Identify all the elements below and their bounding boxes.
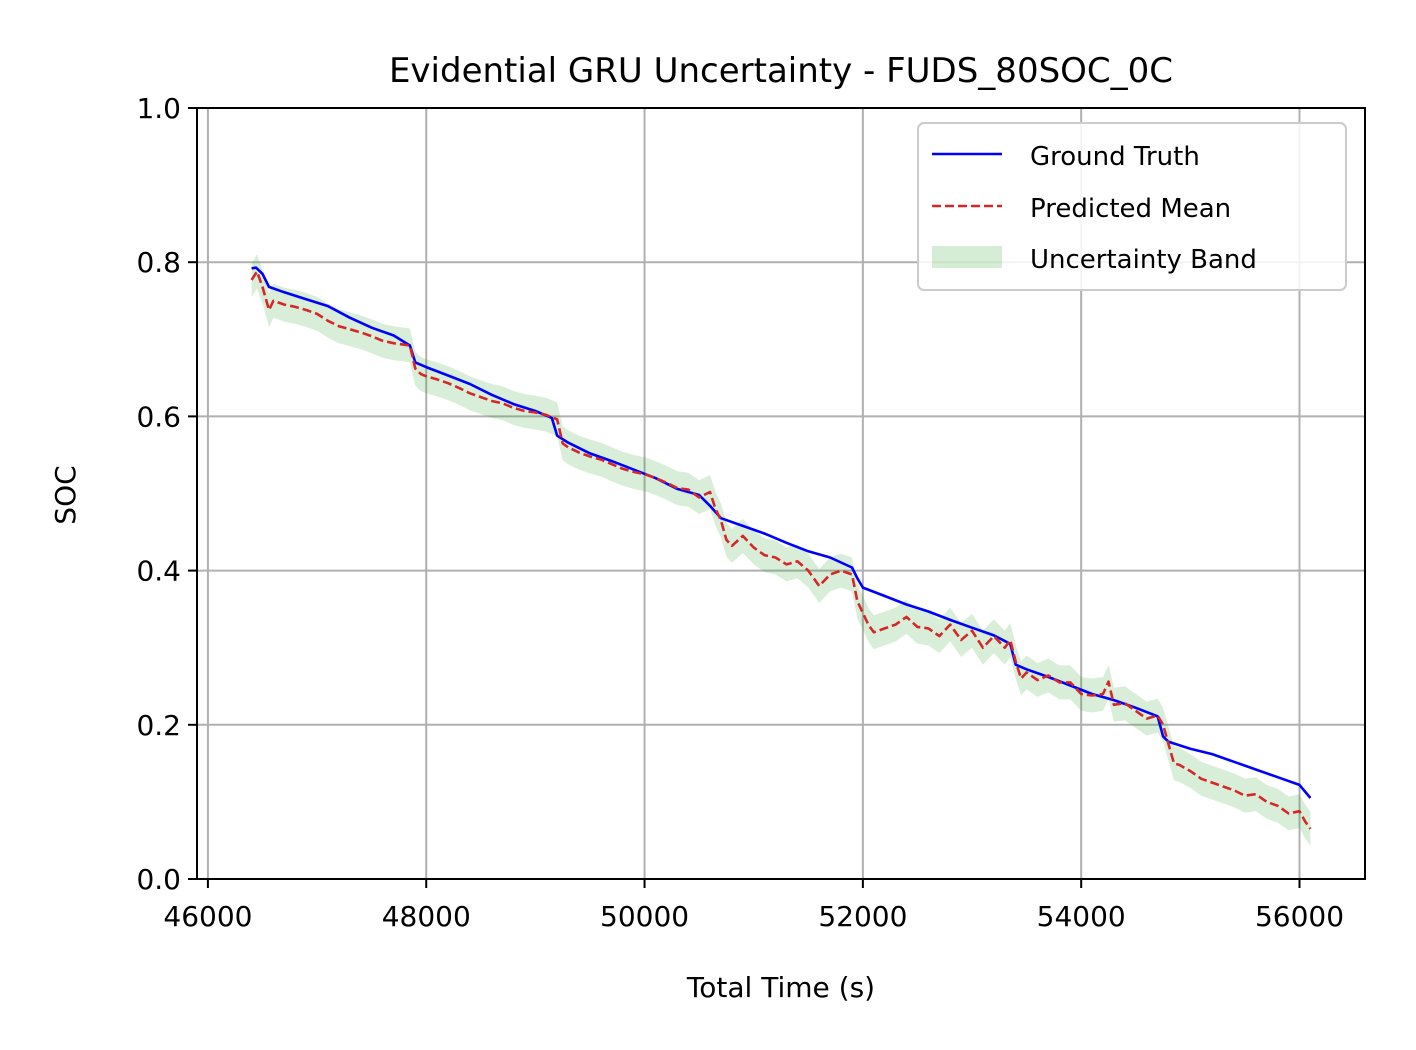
uncertainty-band-area xyxy=(251,254,1311,846)
series-lines xyxy=(250,266,1312,830)
legend: Ground Truth Predicted Mean Uncertainty … xyxy=(917,122,1347,291)
legend-label-ground-truth: Ground Truth xyxy=(1030,142,1200,172)
y-axis-label: SOC xyxy=(49,465,82,524)
legend-label-uncertainty-band: Uncertainty Band xyxy=(1030,245,1257,275)
x-tick-label: 50000 xyxy=(600,900,689,933)
predicted-mean-line xyxy=(250,270,1312,830)
y-tick-label: 0.0 xyxy=(136,863,181,896)
y-tick-label: 0.6 xyxy=(136,400,181,433)
y-tick-label: 0.2 xyxy=(136,709,181,742)
x-axis-label: Total Time (s) xyxy=(686,971,875,1004)
uncertainty-band xyxy=(251,254,1311,846)
x-tick-label: 46000 xyxy=(163,900,252,933)
x-axis-ticks: 46000 48000 50000 52000 54000 56000 xyxy=(163,879,1344,933)
x-tick-label: 52000 xyxy=(818,900,907,933)
plot-frame xyxy=(196,107,1366,880)
y-tick-label: 0.8 xyxy=(136,246,181,279)
x-tick-label: 54000 xyxy=(1037,900,1126,933)
legend-box xyxy=(917,122,1347,291)
legend-swatch-uncertainty-band xyxy=(932,246,1002,268)
y-tick-label: 0.4 xyxy=(136,555,181,588)
chart-title: Evidential GRU Uncertainty - FUDS_80SOC_… xyxy=(389,51,1173,91)
legend-label-predicted-mean: Predicted Mean xyxy=(1030,194,1231,224)
y-axis-ticks: 0.0 0.2 0.4 0.6 0.8 1.0 xyxy=(136,92,197,896)
y-tick-label: 1.0 xyxy=(136,92,181,125)
ground-truth-line xyxy=(251,266,1312,799)
x-tick-label: 48000 xyxy=(382,900,471,933)
x-tick-label: 56000 xyxy=(1255,900,1344,933)
